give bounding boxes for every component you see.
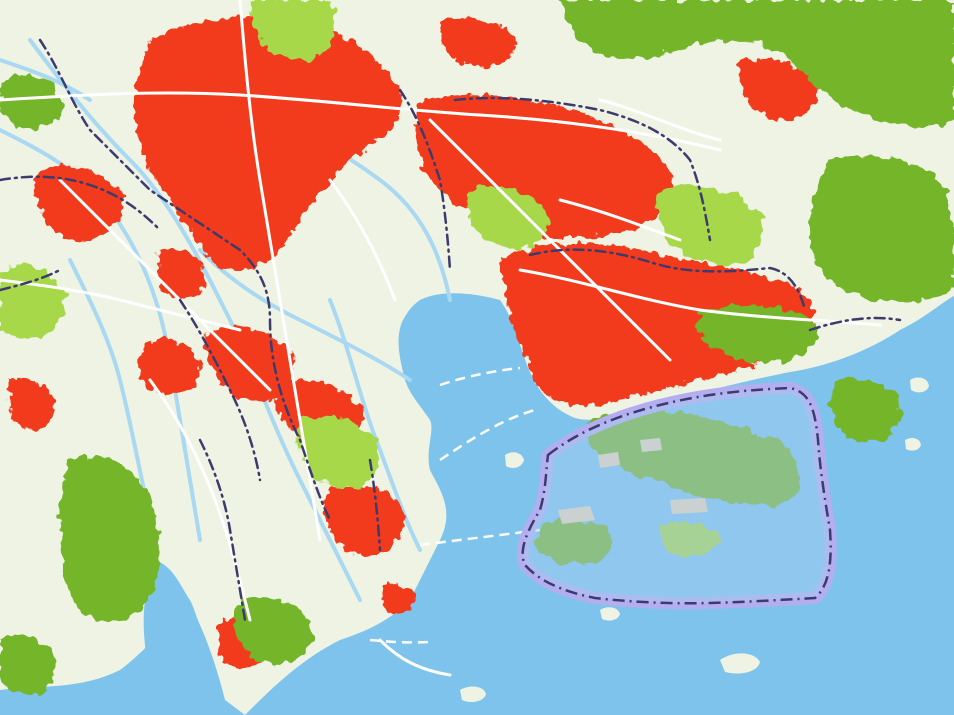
urban-shenzhen bbox=[500, 243, 814, 407]
road-10 bbox=[598, 98, 722, 142]
island-2 bbox=[460, 686, 486, 702]
road-1 bbox=[0, 91, 722, 152]
hills-baiyun bbox=[249, 0, 336, 61]
urban-huizhou bbox=[737, 58, 819, 121]
reclaimed-kowloon bbox=[670, 498, 708, 514]
hills-jiangmen bbox=[59, 456, 161, 622]
administrative-boundaries bbox=[0, 38, 902, 622]
river-4 bbox=[198, 248, 412, 382]
hills-coast-south bbox=[234, 596, 313, 666]
urban-zhuhai bbox=[324, 485, 404, 557]
reclaimed-airport bbox=[558, 506, 595, 524]
boundary-zhongshan bbox=[178, 298, 262, 482]
hills-zhuhai bbox=[296, 416, 380, 490]
river-2 bbox=[0, 128, 202, 542]
hills-dongguan-south bbox=[466, 186, 548, 249]
island-4 bbox=[905, 437, 921, 451]
urban-macau-airport bbox=[381, 583, 416, 614]
hills-sai-kung bbox=[744, 436, 796, 483]
road-4 bbox=[518, 268, 882, 327]
reclaimed-land bbox=[558, 438, 708, 524]
urban-guangzhou bbox=[134, 16, 402, 271]
road-3 bbox=[428, 118, 672, 362]
hills-north-east bbox=[560, 0, 954, 127]
urban-heshan bbox=[8, 378, 56, 429]
upper-bay bbox=[400, 300, 495, 360]
bridge-humen bbox=[439, 366, 521, 387]
boundary-jiangmen bbox=[198, 438, 247, 622]
urban-jiangmen-block bbox=[138, 338, 201, 395]
special-region-line bbox=[521, 386, 832, 605]
boundary-guangzhou bbox=[38, 38, 332, 522]
island-6 bbox=[910, 377, 929, 393]
hills-west-2 bbox=[0, 75, 62, 129]
island-3 bbox=[505, 452, 524, 468]
hills-hk-island bbox=[658, 521, 719, 557]
boundary-west bbox=[0, 268, 62, 292]
boundary-far-east bbox=[808, 316, 902, 332]
vegetated-hills bbox=[0, 0, 954, 695]
delta-channel-lower bbox=[143, 560, 215, 715]
road-2 bbox=[238, 0, 322, 542]
hills-shenzhen-central bbox=[655, 186, 764, 266]
road-6 bbox=[148, 378, 252, 622]
boundary-dongguan bbox=[398, 88, 452, 272]
hills-new-territories bbox=[585, 410, 801, 505]
river-6 bbox=[328, 298, 422, 552]
boundary-zhuhai bbox=[368, 458, 382, 552]
road-8 bbox=[558, 198, 682, 242]
hills-lantau bbox=[535, 519, 613, 566]
island-1 bbox=[720, 653, 760, 674]
road-7 bbox=[328, 178, 397, 302]
urban-zengcheng bbox=[440, 18, 517, 67]
ferry-macau bbox=[369, 638, 431, 644]
hills-dapeng bbox=[831, 378, 901, 442]
island-5 bbox=[600, 607, 620, 621]
boundary-shenzhen-huizhou bbox=[528, 248, 807, 312]
road-11 bbox=[378, 638, 452, 677]
road-network bbox=[0, 0, 882, 677]
reclaimed-shatin bbox=[640, 438, 662, 452]
reclaimed-tuen-mun bbox=[598, 452, 620, 468]
bridge-shenzhong bbox=[439, 408, 536, 462]
special-region-boundary bbox=[516, 382, 837, 610]
bridges bbox=[369, 366, 541, 644]
river-5 bbox=[68, 258, 152, 522]
hills-far-southwest bbox=[0, 636, 56, 695]
hills-east-coast bbox=[809, 156, 954, 302]
boundary-foshan bbox=[0, 175, 162, 232]
urban-shunde bbox=[158, 248, 206, 299]
road-9 bbox=[0, 278, 242, 332]
special-region-fill bbox=[522, 388, 831, 604]
islands bbox=[460, 377, 929, 702]
boundary-shenzhen-north bbox=[453, 96, 712, 242]
